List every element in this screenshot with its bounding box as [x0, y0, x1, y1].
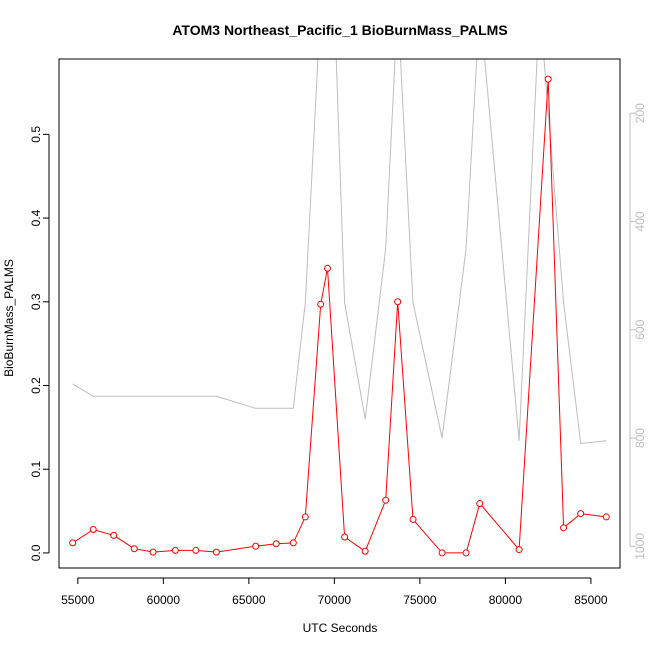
primary-series — [69, 75, 610, 557]
data-point — [394, 298, 402, 306]
x-tick-label: 85000 — [574, 593, 608, 607]
data-point — [438, 549, 446, 557]
data-point — [341, 533, 349, 541]
axes: 55000 60000 65000 70000 75000 80000 85000 0.0 0.… — [29, 103, 647, 607]
y-tick-label: 0.1 — [29, 461, 43, 478]
y2-tick-label: 400 — [633, 211, 647, 231]
data-point — [89, 525, 97, 533]
y2-tick-label: 600 — [633, 319, 647, 339]
y-tick-label: 0.2 — [29, 377, 43, 394]
data-point — [544, 75, 552, 83]
secondary-series — [72, 59, 607, 445]
x-tick-label: 60000 — [147, 593, 181, 607]
y2-tick-label: 200 — [633, 103, 647, 123]
data-point — [462, 549, 470, 557]
data-point — [212, 548, 220, 556]
data-point — [602, 513, 610, 521]
data-point — [382, 496, 390, 504]
data-point — [361, 547, 369, 555]
data-point — [301, 513, 309, 521]
y-tick-label: 0.4 — [29, 209, 43, 226]
data-point — [289, 539, 297, 547]
data-point — [577, 510, 585, 518]
x-tick-label: 75000 — [403, 593, 437, 607]
plot-frame — [58, 58, 621, 569]
data-point — [324, 264, 332, 272]
data-point — [317, 300, 325, 308]
x-tick-label: 65000 — [232, 593, 266, 607]
y-axis-label: BioBurnMass_PALMS — [2, 259, 16, 377]
data-point — [130, 545, 138, 553]
data-point — [110, 531, 118, 539]
y2-tick-label: 800 — [633, 428, 647, 448]
y-tick-label: 0.5 — [29, 126, 43, 143]
data-point — [192, 546, 200, 554]
data-point — [476, 500, 484, 508]
chart-title: ATOM3 Northeast_Pacific_1 BioBurnMass_PA… — [172, 22, 507, 38]
data-point — [409, 515, 417, 523]
x-tick-label: 80000 — [489, 593, 523, 607]
data-point — [149, 548, 157, 556]
secondary-series-line — [72, 59, 607, 445]
y-tick-label: 0.3 — [29, 293, 43, 310]
data-point — [171, 546, 179, 554]
data-point — [560, 524, 568, 532]
data-point — [69, 539, 77, 547]
y-tick-label: 0.0 — [29, 544, 43, 561]
data-point — [272, 540, 280, 548]
data-point — [515, 546, 523, 554]
data-point — [252, 542, 260, 550]
x-axis-label: UTC Seconds — [303, 621, 378, 635]
x-tick-label: 70000 — [318, 593, 352, 607]
x-tick-label: 55000 — [61, 593, 95, 607]
y2-tick-label: 1000 — [633, 533, 647, 560]
